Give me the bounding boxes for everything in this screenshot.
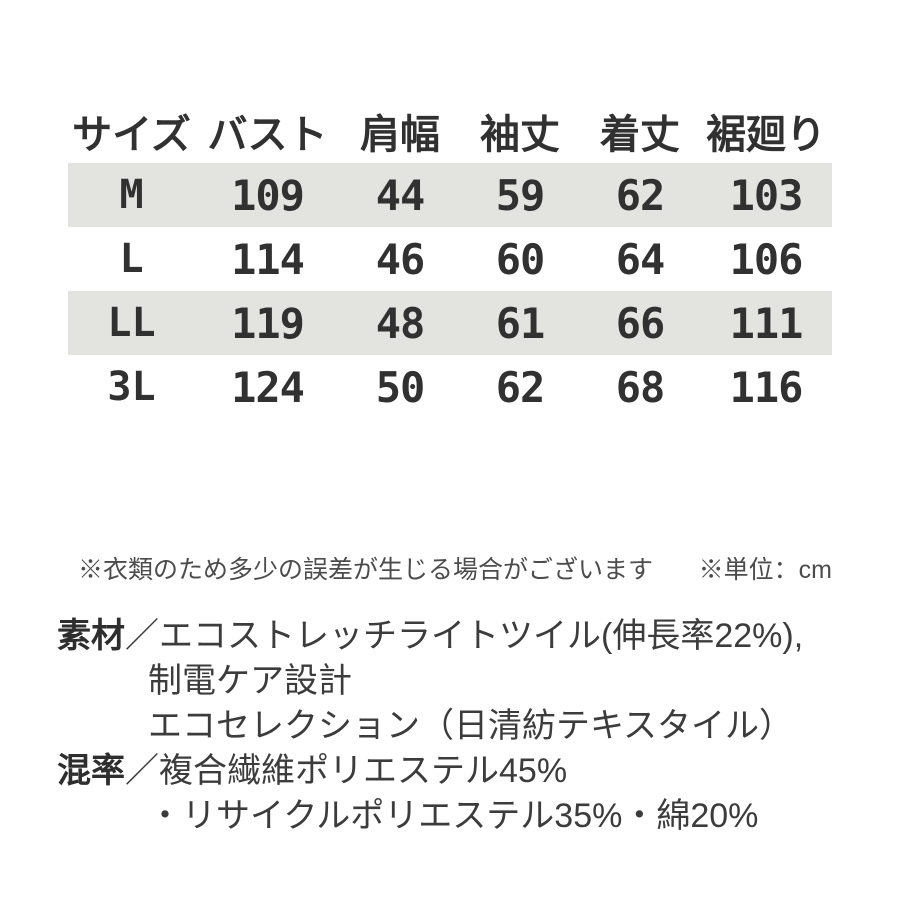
cell-value: 60 [495, 234, 546, 284]
cell-value: 114 [231, 234, 305, 284]
cell-value: 103 [729, 170, 804, 220]
cell-value: 50 [375, 362, 426, 412]
label-separator: ／ [125, 752, 159, 790]
cell-value: 124 [231, 362, 305, 412]
table-row-ll: LL 119 48 61 66 111 [68, 291, 832, 355]
cell-value: 66 [615, 298, 666, 348]
cell-value: 46 [375, 234, 426, 284]
cell-value: 44 [375, 170, 426, 220]
material-label: 素材 [57, 617, 125, 655]
size-label: M [119, 172, 144, 218]
size-label: L [119, 236, 144, 282]
size-label: LL [107, 300, 156, 346]
table-row-3l: 3L 124 50 62 68 116 [68, 355, 832, 419]
cell-value: 59 [495, 170, 546, 220]
material-specs-block: 素材／エコストレッチライトツイル(伸長率22%), 制電ケア設計 エコセレクショ… [57, 614, 803, 839]
cell-value: 119 [231, 298, 305, 348]
column-header-size: サイズ [72, 113, 191, 157]
label-separator: ／ [125, 617, 159, 655]
cell-value: 64 [615, 234, 666, 284]
cell-value: 61 [495, 298, 546, 348]
size-label: 3L [107, 364, 156, 410]
blend-label: 混率 [57, 752, 125, 790]
cell-value: 68 [615, 362, 666, 412]
blend-text: 複合繊維ポリエステル45% [159, 752, 568, 790]
material-line: 制電ケア設計 [148, 662, 352, 700]
size-spec-table: サイズ バスト 肩幅 袖丈 着丈 裾廻り M 109 44 59 62 103 … [68, 99, 832, 419]
cell-value: 109 [231, 170, 305, 220]
cell-value: 48 [375, 298, 426, 348]
unit-note: ※単位：cm [698, 556, 832, 584]
material-line: エコセレクション（日清紡テキスタイル） [148, 707, 793, 745]
cell-value: 62 [615, 170, 666, 220]
material-line: 素材／エコストレッチライトツイル(伸長率22%), [57, 614, 803, 659]
table-row-l: L 114 46 60 64 106 [68, 227, 832, 291]
table-header-row: サイズ バスト 肩幅 袖丈 着丈 裾廻り [68, 99, 832, 163]
column-header-sleeve: 袖丈 [480, 113, 560, 157]
cell-value: 106 [729, 234, 804, 284]
disclaimer-note: ※衣類のため多少の誤差が生じる場合がございます [78, 556, 654, 584]
blend-line: ・リサイクルポリエステル35%・綿20% [148, 797, 759, 835]
column-header-hem: 裾廻り [706, 113, 826, 157]
material-text: エコストレッチライトツイル(伸長率22%), [159, 617, 804, 655]
cell-value: 116 [729, 362, 804, 412]
cell-value: 62 [495, 362, 546, 412]
column-header-bust: バスト [207, 113, 328, 157]
column-header-shoulder: 肩幅 [360, 113, 440, 157]
table-row-m: M 109 44 59 62 103 [68, 163, 832, 227]
column-header-length: 着丈 [600, 113, 680, 157]
blend-line: 混率／複合繊維ポリエステル45% [57, 749, 803, 794]
cell-value: 111 [729, 298, 804, 348]
